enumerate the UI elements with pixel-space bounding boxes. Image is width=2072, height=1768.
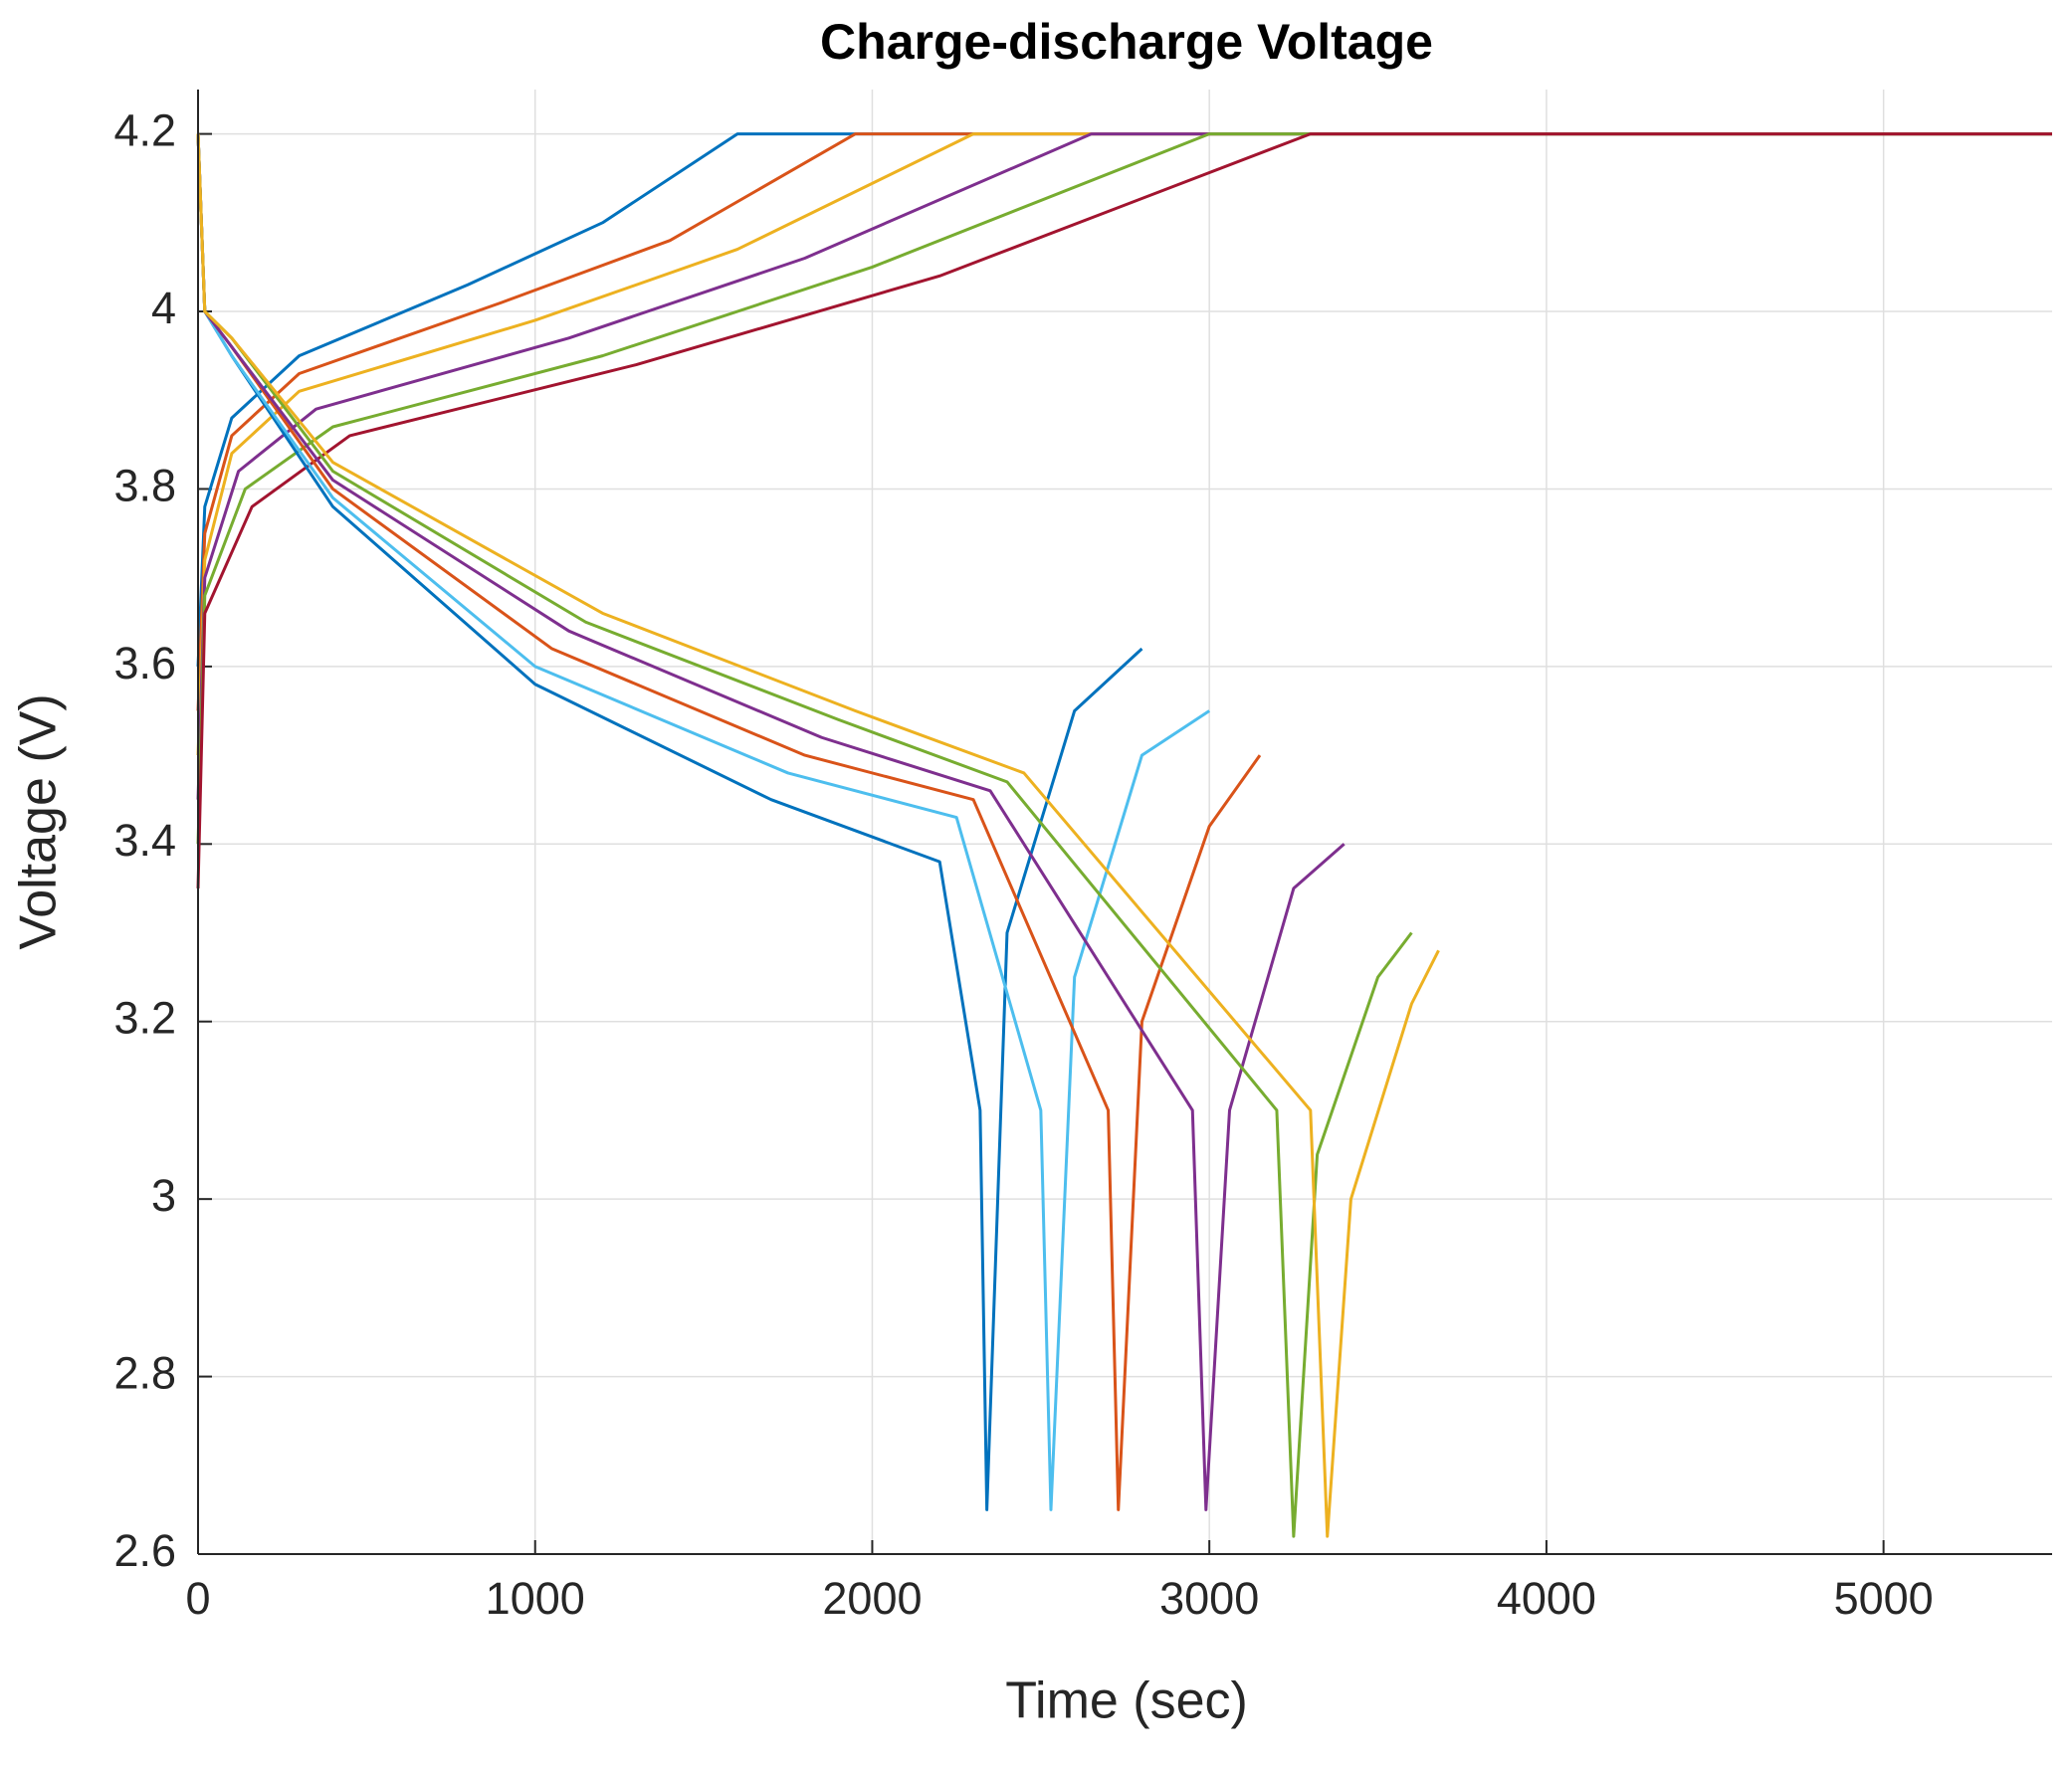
series-line bbox=[196, 133, 1262, 1511]
y-tick-label: 2.6 bbox=[113, 1525, 176, 1576]
x-tick-label: 4000 bbox=[1497, 1573, 1596, 1624]
y-tick-label: 3.6 bbox=[113, 638, 176, 688]
x-tick-label: 5000 bbox=[1834, 1573, 1934, 1624]
series-line bbox=[196, 133, 1440, 1538]
series-line bbox=[196, 132, 2052, 845]
x-axis-label: Time (sec) bbox=[1005, 1672, 1248, 1730]
y-tick-label: 4.2 bbox=[113, 104, 176, 155]
x-tick-label: 0 bbox=[185, 1573, 210, 1624]
series-line bbox=[196, 133, 1211, 1511]
x-tick-label: 1000 bbox=[486, 1573, 585, 1624]
x-tick-label: 3000 bbox=[1159, 1573, 1259, 1624]
series-line bbox=[196, 132, 2052, 800]
series-line bbox=[196, 132, 2052, 711]
x-tick-label: 2000 bbox=[822, 1573, 922, 1624]
series-line bbox=[196, 132, 2052, 756]
y-tick-label: 3.8 bbox=[113, 460, 176, 510]
y-tick-label: 3 bbox=[151, 1170, 176, 1221]
y-tick-label: 3.4 bbox=[113, 815, 176, 866]
y-axis-label: Voltage (V) bbox=[10, 693, 68, 949]
chart-title: Charge-discharge Voltage bbox=[820, 14, 1433, 70]
y-tick-label: 3.2 bbox=[113, 993, 176, 1044]
y-tick-label: 4 bbox=[151, 283, 176, 333]
series-line bbox=[196, 132, 2052, 888]
y-tick-label: 2.8 bbox=[113, 1347, 176, 1398]
series-line bbox=[196, 133, 1346, 1511]
series-line bbox=[196, 132, 2052, 667]
